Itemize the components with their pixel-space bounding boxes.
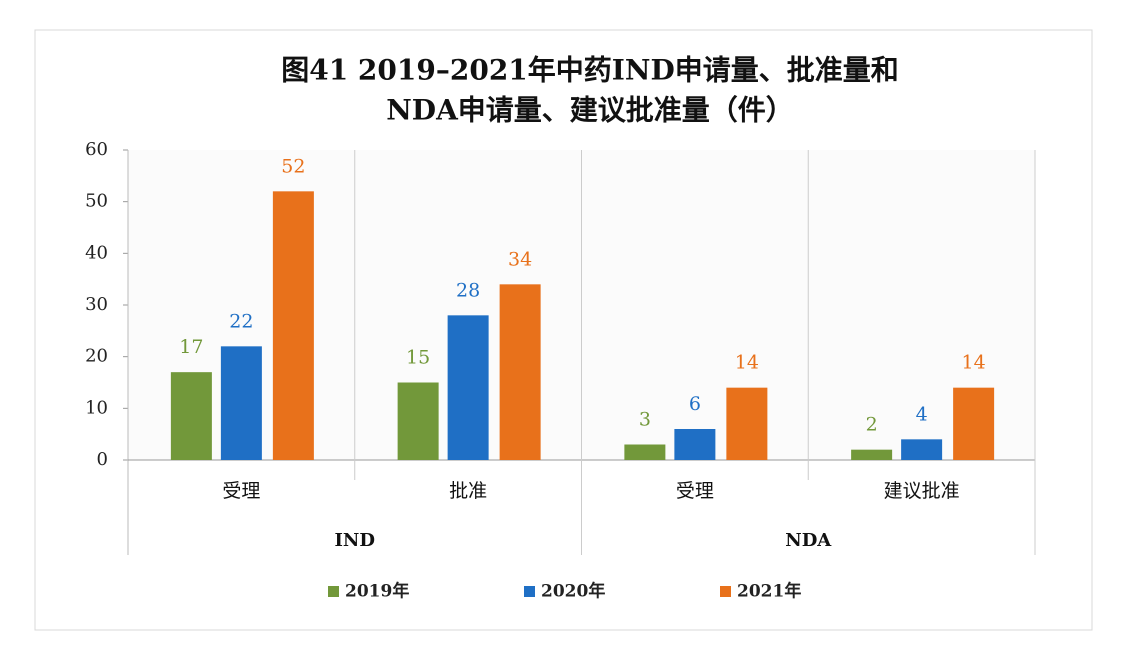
bar [220, 346, 262, 460]
x-tick-label: 建议批准 [884, 480, 960, 502]
y-tick-label: 60 [85, 139, 108, 160]
legend-swatch [720, 586, 731, 597]
chart-title: 图41 2019–2021年中药IND申请量、批准量和 [281, 54, 899, 87]
bar [397, 382, 439, 460]
chart-title: NDA申请量、建议批准量（件） [386, 94, 794, 127]
bar [447, 315, 489, 460]
value-label: 3 [639, 409, 651, 431]
bar [726, 387, 768, 460]
value-label: 22 [229, 310, 253, 332]
bar [624, 444, 666, 460]
value-label: 15 [406, 347, 430, 369]
y-tick-label: 30 [85, 294, 108, 315]
legend-swatch [524, 586, 535, 597]
bar [901, 439, 943, 460]
x-tick-label: 批准 [449, 480, 487, 502]
y-tick-label: 0 [97, 449, 108, 470]
y-tick-label: 10 [85, 397, 108, 418]
bar [499, 284, 541, 460]
bar [674, 429, 716, 460]
value-label: 14 [735, 352, 759, 374]
bar [272, 191, 314, 461]
group-label: NDA [785, 530, 832, 551]
bar [170, 372, 212, 460]
bar [953, 387, 995, 460]
y-tick-label: 20 [85, 346, 108, 367]
legend-swatch [328, 586, 339, 597]
value-label: 28 [456, 279, 480, 301]
legend-label: 2021年 [737, 581, 801, 602]
value-label: 6 [689, 393, 701, 415]
group-label: IND [335, 530, 375, 551]
value-label: 17 [179, 336, 203, 358]
value-label: 52 [281, 155, 305, 177]
value-label: 14 [962, 352, 986, 374]
value-label: 34 [508, 248, 532, 270]
y-tick-label: 40 [85, 242, 108, 263]
legend-label: 2019年 [345, 581, 409, 602]
y-tick-label: 50 [85, 191, 108, 212]
legend-label: 2020年 [541, 581, 605, 602]
value-label: 4 [916, 403, 928, 425]
bar [851, 449, 893, 460]
x-tick-label: 受理 [222, 480, 260, 502]
value-label: 2 [866, 414, 878, 436]
x-tick-label: 受理 [676, 480, 714, 502]
